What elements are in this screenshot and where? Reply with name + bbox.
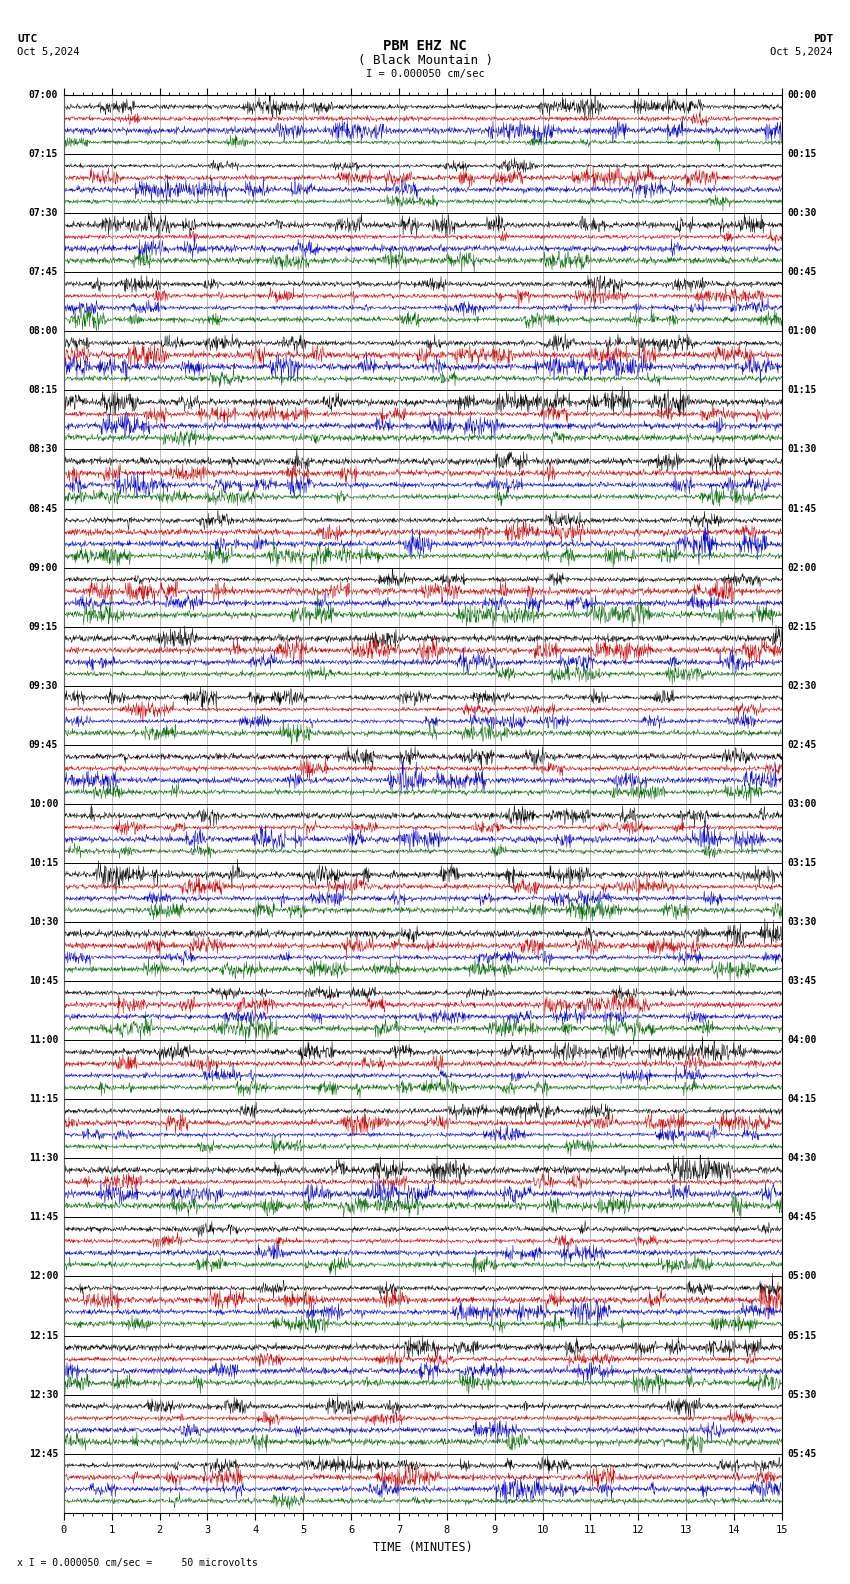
Text: Oct 5,2024: Oct 5,2024 xyxy=(770,48,833,57)
Text: 09:15: 09:15 xyxy=(29,621,58,632)
Text: 03:15: 03:15 xyxy=(788,859,817,868)
Text: 02:00: 02:00 xyxy=(788,562,817,572)
Text: 03:30: 03:30 xyxy=(788,917,817,927)
Text: 12:15: 12:15 xyxy=(29,1331,58,1340)
Text: 05:00: 05:00 xyxy=(788,1272,817,1281)
Text: 10:15: 10:15 xyxy=(29,859,58,868)
Text: 02:45: 02:45 xyxy=(788,740,817,749)
Text: 10:00: 10:00 xyxy=(29,798,58,809)
Text: 01:30: 01:30 xyxy=(788,445,817,455)
Text: 09:30: 09:30 xyxy=(29,681,58,691)
Text: 01:45: 01:45 xyxy=(788,504,817,513)
Text: 03:00: 03:00 xyxy=(788,798,817,809)
Text: 12:30: 12:30 xyxy=(29,1389,58,1400)
Text: 08:45: 08:45 xyxy=(29,504,58,513)
Text: 09:00: 09:00 xyxy=(29,562,58,572)
Text: 03:45: 03:45 xyxy=(788,976,817,987)
Text: 11:45: 11:45 xyxy=(29,1212,58,1223)
Text: 04:45: 04:45 xyxy=(788,1212,817,1223)
X-axis label: TIME (MINUTES): TIME (MINUTES) xyxy=(373,1541,473,1554)
Text: 07:45: 07:45 xyxy=(29,268,58,277)
Text: 10:45: 10:45 xyxy=(29,976,58,987)
Text: 01:15: 01:15 xyxy=(788,385,817,396)
Text: 11:15: 11:15 xyxy=(29,1095,58,1104)
Text: 11:30: 11:30 xyxy=(29,1153,58,1163)
Text: I = 0.000050 cm/sec: I = 0.000050 cm/sec xyxy=(366,70,484,79)
Text: 05:30: 05:30 xyxy=(788,1389,817,1400)
Text: UTC: UTC xyxy=(17,35,37,44)
Text: 05:45: 05:45 xyxy=(788,1449,817,1459)
Text: 12:45: 12:45 xyxy=(29,1449,58,1459)
Text: 02:30: 02:30 xyxy=(788,681,817,691)
Text: 00:00: 00:00 xyxy=(788,90,817,100)
Text: 08:30: 08:30 xyxy=(29,445,58,455)
Text: x I = 0.000050 cm/sec =     50 microvolts: x I = 0.000050 cm/sec = 50 microvolts xyxy=(17,1559,258,1568)
Text: 04:15: 04:15 xyxy=(788,1095,817,1104)
Text: 00:15: 00:15 xyxy=(788,149,817,158)
Text: 11:00: 11:00 xyxy=(29,1036,58,1045)
Text: 04:30: 04:30 xyxy=(788,1153,817,1163)
Text: 00:30: 00:30 xyxy=(788,208,817,219)
Text: 10:30: 10:30 xyxy=(29,917,58,927)
Text: ( Black Mountain ): ( Black Mountain ) xyxy=(358,54,492,67)
Text: 08:00: 08:00 xyxy=(29,326,58,336)
Text: 07:30: 07:30 xyxy=(29,208,58,219)
Text: PDT: PDT xyxy=(813,35,833,44)
Text: 09:45: 09:45 xyxy=(29,740,58,749)
Text: 02:15: 02:15 xyxy=(788,621,817,632)
Text: 12:00: 12:00 xyxy=(29,1272,58,1281)
Text: 07:00: 07:00 xyxy=(29,90,58,100)
Text: 00:45: 00:45 xyxy=(788,268,817,277)
Text: PBM EHZ NC: PBM EHZ NC xyxy=(383,40,467,52)
Text: 05:15: 05:15 xyxy=(788,1331,817,1340)
Text: 07:15: 07:15 xyxy=(29,149,58,158)
Text: 08:15: 08:15 xyxy=(29,385,58,396)
Text: 01:00: 01:00 xyxy=(788,326,817,336)
Text: Oct 5,2024: Oct 5,2024 xyxy=(17,48,80,57)
Text: 04:00: 04:00 xyxy=(788,1036,817,1045)
